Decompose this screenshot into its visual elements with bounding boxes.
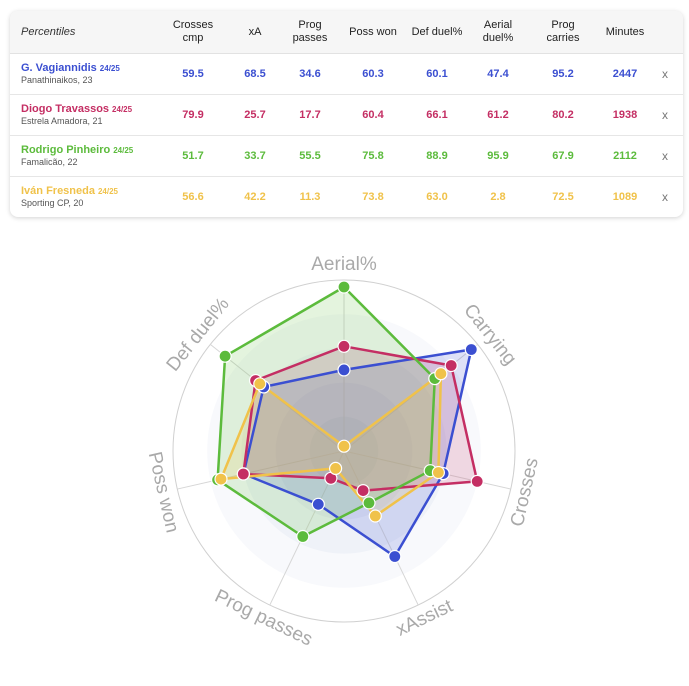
remove-player-button[interactable]: x [662,66,668,81]
remove-player-button[interactable]: x [662,189,668,204]
cell-prog-carries: 80.2 [552,108,574,121]
cell-aerial-duel: 95.9 [487,149,509,162]
cell-poss-won: 60.3 [362,67,384,80]
player-name: Iván Fresneda 24/25 [21,185,119,197]
header-crosses-cmp: Crosses cmp [172,19,214,44]
cell-prog-passes: 17.7 [299,108,321,121]
player-name: Diogo Travassos 24/25 [21,103,133,115]
table-row: Rodrigo Pinheiro 24/25 Famalicão, 22 51.7… [10,135,683,177]
header-prog-carries: Prog carries [546,19,580,44]
data-point [337,363,351,377]
cell-prog-carries: 72.5 [552,190,574,203]
cell-xa: 33.7 [244,149,266,162]
player-name: Rodrigo Pinheiro 24/25 [21,144,134,156]
header-xa: xA [248,25,262,38]
cell-prog-carries: 95.2 [552,67,574,80]
cell-prog-passes: 34.6 [299,67,321,80]
cell-aerial-duel: 47.4 [487,67,509,80]
player-name: G. Vagiannidis 24/25 [21,62,120,74]
series-area [243,349,472,557]
data-point [218,349,232,363]
data-point [368,509,382,523]
cell-minutes: 2112 [613,149,637,162]
cell-prog-carries: 67.9 [552,149,574,162]
cell-poss-won: 73.8 [362,190,384,203]
player-club: Estrela Amadora, 21 [21,116,103,126]
cell-poss-won: 75.8 [362,149,384,162]
header-percentiles: Percentiles [21,26,76,38]
comparison-table: Percentiles Crosses cmp xA Prog passes P… [10,11,683,217]
cell-prog-passes: 55.5 [299,149,321,162]
player-club: Panathinaikos, 23 [21,75,93,85]
cell-aerial-duel: 2.8 [490,190,506,203]
data-point [329,461,343,475]
cell-def-duel: 63.0 [426,190,448,203]
header-aerial-duel: Aerial duel% [482,19,514,44]
header-poss-won: Poss won [349,25,397,38]
cell-prog-passes: 11.3 [299,190,321,203]
data-point [337,439,351,453]
data-point [444,358,458,373]
data-point [470,474,484,488]
player-club: Sporting CP, 20 [21,198,84,208]
cell-def-duel: 88.9 [426,149,448,162]
table-row: Diogo Travassos 24/25 Estrela Amadora, 21… [10,94,683,136]
data-point [431,465,445,480]
table-header: Percentiles Crosses cmp xA Prog passes P… [10,11,683,54]
cell-minutes: 2447 [612,67,638,80]
series-area [243,346,478,491]
player-club: Famalicão, 22 [21,157,78,167]
cell-xa: 68.5 [244,67,266,80]
series-line [242,348,473,558]
series-line [219,372,443,518]
cell-poss-won: 60.4 [362,108,384,121]
data-point [296,529,310,544]
series-area [221,373,441,516]
data-point [337,280,351,294]
cell-crosses-cmp: 51.7 [182,149,204,162]
cell-minutes: 1938 [612,108,638,121]
data-point [356,484,370,498]
data-point [362,496,376,510]
header-prog-passes: Prog passes [292,19,328,44]
data-point [253,377,267,391]
table-row: Iván Fresneda 24/25 Sporting CP, 20 56.6 … [10,176,683,217]
header-minutes: Minutes [605,25,645,38]
player-season: 24/25 [113,146,134,155]
player-season: 24/25 [97,187,119,196]
cell-xa: 42.2 [244,190,266,203]
series-line [216,285,437,538]
data-point [311,497,325,511]
axis-label: Aerial% [311,254,377,275]
radar-spoke [343,450,419,606]
cell-minutes: 1089 [612,190,638,203]
table-row: G. Vagiannidis 24/25 Panathinaikos, 23 59… [10,53,683,95]
cell-def-duel: 60.1 [426,67,448,80]
player-season: 24/25 [99,64,120,73]
cell-crosses-cmp: 79.9 [182,108,204,121]
data-point [388,549,402,564]
data-point [236,467,250,481]
data-point [214,472,228,486]
header-def-duel: Def duel% [411,25,463,38]
cell-xa: 25.7 [244,108,266,121]
data-point [337,339,351,353]
cell-crosses-cmp: 56.6 [182,190,204,203]
radar-spoke [177,450,345,490]
remove-player-button[interactable]: x [662,148,668,163]
remove-player-button[interactable]: x [662,107,668,122]
cell-def-duel: 66.1 [426,108,448,121]
data-point [434,367,448,381]
data-point [464,342,478,357]
cell-aerial-duel: 61.2 [487,108,509,121]
player-season: 24/25 [112,105,133,114]
cell-crosses-cmp: 59.5 [182,67,204,80]
